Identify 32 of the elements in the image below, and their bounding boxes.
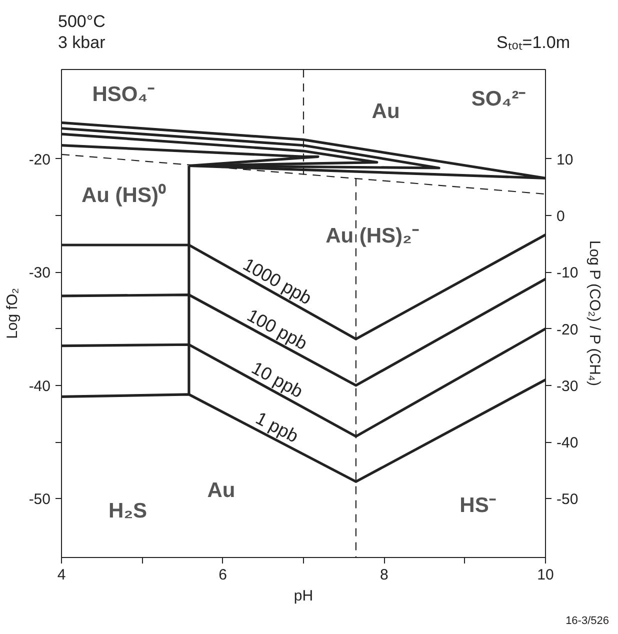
x-tick-label: 4 xyxy=(57,566,66,584)
x-tick-label: 8 xyxy=(380,566,388,584)
y2-tick-label: -20 xyxy=(556,321,578,338)
annotation: Au xyxy=(207,479,236,502)
x-axis-title: pH xyxy=(294,588,314,604)
y2-tick-label: -10 xyxy=(556,264,578,282)
annotation: HS⁻ xyxy=(460,494,496,517)
annotation: Au xyxy=(372,100,400,123)
y-tick-label: -30 xyxy=(28,264,51,282)
y-axis-title: Log fO₂ xyxy=(4,288,21,339)
y2-tick-label: -50 xyxy=(556,491,578,508)
annotation: H₂S xyxy=(108,500,148,523)
x-tick-label: 10 xyxy=(537,566,554,584)
y2-tick-label: 10 xyxy=(556,151,574,168)
y-tick-label: -40 xyxy=(28,378,51,395)
annotation: Au (HS)⁰ xyxy=(81,182,166,207)
chart-subtitle: 3 kbar xyxy=(58,33,106,52)
text: Sₜₒₜ=1.0m xyxy=(496,32,570,53)
text: 16-3/526 xyxy=(564,615,610,628)
annotation: SO₄²⁻ xyxy=(471,87,526,110)
text: 1 ppb xyxy=(252,408,302,446)
y-tick-label: -50 xyxy=(28,491,51,508)
text: 10 ppb xyxy=(248,358,306,402)
y2-tick-label: 0 xyxy=(556,208,565,226)
y2-axis-title: Log P (CO₂) / P (CH₄) xyxy=(586,240,604,386)
chart-title: 500°C xyxy=(58,12,106,31)
annotation: Au (HS)₂⁻ xyxy=(326,224,419,248)
y-tick-label: -20 xyxy=(28,151,51,168)
x-tick-label: 6 xyxy=(218,566,228,584)
y2-tick-label: -40 xyxy=(556,434,578,452)
y2-tick-label: -30 xyxy=(556,378,578,395)
annotation: HSO₄⁻ xyxy=(92,82,155,106)
